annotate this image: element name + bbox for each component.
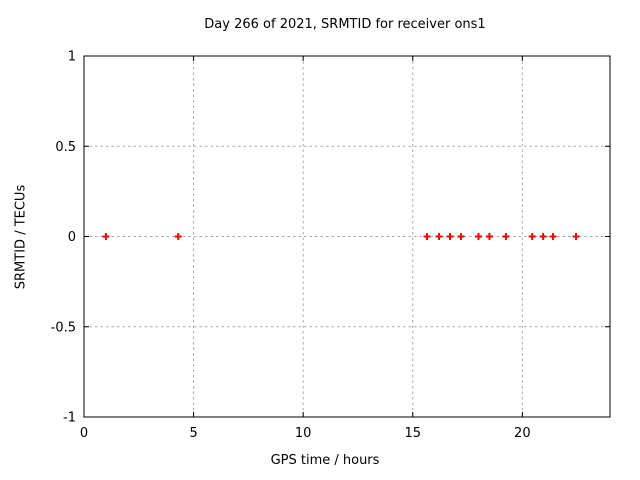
y-tick-label: -0.5: [51, 320, 76, 335]
x-tick-label: 10: [295, 426, 312, 441]
y-tick-label: 1: [68, 50, 76, 65]
x-tick-label: 20: [514, 426, 531, 441]
x-axis-label: GPS time / hours: [270, 453, 380, 468]
x-tick-label: 15: [404, 426, 421, 441]
y-tick-label: 0.5: [55, 140, 76, 155]
x-tick-label: 0: [80, 426, 88, 441]
x-tick-label: 5: [189, 426, 197, 441]
y-tick-label: -1: [63, 411, 76, 426]
y-tick-label: 0: [68, 230, 76, 245]
chart-title: Day 266 of 2021, SRMTID for receiver ons…: [204, 17, 486, 32]
